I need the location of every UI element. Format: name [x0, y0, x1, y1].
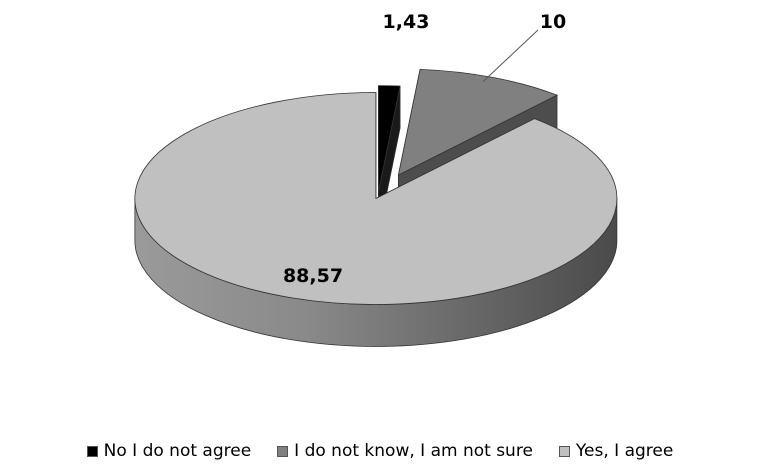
legend-swatch-not-sure [277, 446, 288, 457]
legend-label-not-sure: I do not know, I am not sure [294, 441, 533, 461]
legend-item-yes: Yes, I agree [559, 441, 673, 461]
legend-item-no: No I do not agree [87, 441, 252, 461]
chart-legend: No I do not agree I do not know, I am no… [0, 436, 760, 466]
legend-item-not-sure: I do not know, I am not sure [277, 441, 533, 461]
legend-swatch-yes [559, 446, 570, 457]
data-label-yes: 88,57 [283, 265, 343, 287]
data-label-no: 1,43 [383, 11, 430, 33]
legend-swatch-no [87, 446, 98, 457]
data-label-not-sure: 10 [540, 11, 566, 33]
legend-label-yes: Yes, I agree [576, 441, 673, 461]
leader-line-not-sure [483, 30, 538, 82]
slice-yes [135, 92, 617, 304]
legend-label-no: No I do not agree [104, 441, 252, 461]
